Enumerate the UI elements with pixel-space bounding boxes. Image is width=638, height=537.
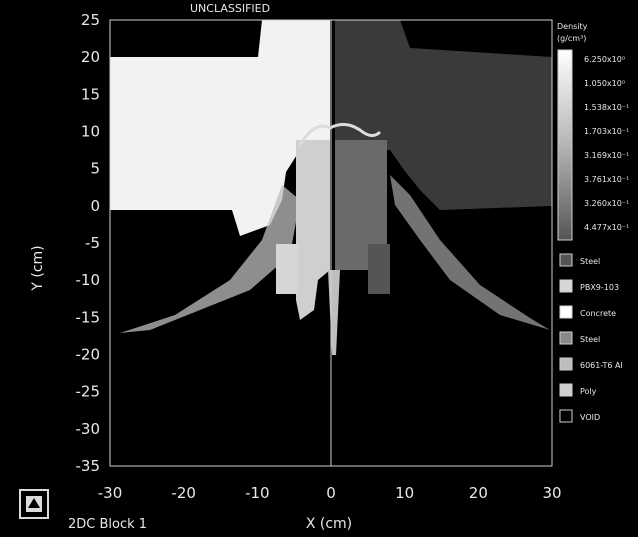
density-legend-units: (g/cm³) [557,34,586,43]
material-swatch [559,383,573,397]
density-value-label: 3.260x10⁻¹ [584,199,629,208]
density-colorbar [557,49,573,241]
material-label: PBX9-103 [580,283,619,292]
liner-curve [298,123,382,146]
x-tick-label: -30 [98,484,123,502]
material-label: VOID [580,413,600,422]
classification-label: UNCLASSIFIED [190,2,270,15]
x-tick-label: 10 [395,484,414,502]
y-tick-label: -30 [76,420,101,438]
y-axis: 25 20 15 10 5 0 -5 -10 -15 -20 -25 -30 -35 [76,11,101,475]
density-value-label: 4.477x10⁻¹ [584,223,629,232]
material-label: 6061-T6 Al [580,361,623,370]
y-tick-label: 5 [90,160,100,178]
density-region-right [335,20,552,210]
y-tick-label: -25 [76,383,101,401]
steel-block-left [276,244,298,294]
density-value-label: 6.250x10⁰ [584,55,625,64]
ejecta-left [120,185,300,333]
density-value-label: 3.761x10⁻¹ [584,175,629,184]
y-tick-label: -5 [85,234,100,252]
density-value-label: 1.538x10⁻¹ [584,103,629,112]
material-label: Steel [580,257,600,266]
x-tick-label: 30 [542,484,561,502]
y-tick-label: -35 [76,457,101,475]
y-tick-label: 15 [81,85,100,103]
y-tick-label: -20 [76,346,101,364]
y-tick-label: -15 [76,308,101,326]
density-legend-title: Density [557,22,588,31]
material-swatch [559,279,573,293]
material-swatch [559,409,573,423]
material-legend: Steel PBX9-103 Concrete Steel 6061-T6 Al Poly… [559,253,623,423]
charge-body [296,140,330,320]
material-label: Poly [580,387,597,396]
sandia-thunderbird-icon [19,489,49,519]
x-axis-label: X (cm) [306,516,352,532]
footer-caption: 2DC Block 1 [68,517,147,532]
x-axis: -30 -20 -10 0 10 20 30 [98,484,562,502]
x-tick-label: 20 [469,484,488,502]
x-tick-label: -10 [245,484,270,502]
y-tick-label: -10 [76,271,101,289]
steel-block-right [368,244,390,294]
material-swatch [559,331,573,345]
density-value-label: 3.169x10⁻¹ [584,151,629,160]
density-value-label: 1.050x10⁰ [584,79,625,88]
density-legend: Density (g/cm³) 6.250x10⁰ 1.050x10⁰ 1.538x… [557,22,629,241]
y-tick-label: 10 [81,123,100,141]
density-value-label: 1.703x10⁻¹ [584,127,629,136]
material-swatch [559,357,573,371]
material-swatch [559,305,573,319]
material-label: Steel [580,335,600,344]
y-tick-label: 25 [81,11,100,29]
material-label: Concrete [580,309,616,318]
x-tick-label: 0 [326,484,336,502]
x-tick-label: -20 [171,484,196,502]
y-axis-label: Y (cm) [30,245,46,291]
y-tick-label: 20 [81,48,100,66]
material-swatch [559,253,573,267]
y-tick-label: 0 [90,197,100,215]
concrete-region-left [110,20,330,236]
